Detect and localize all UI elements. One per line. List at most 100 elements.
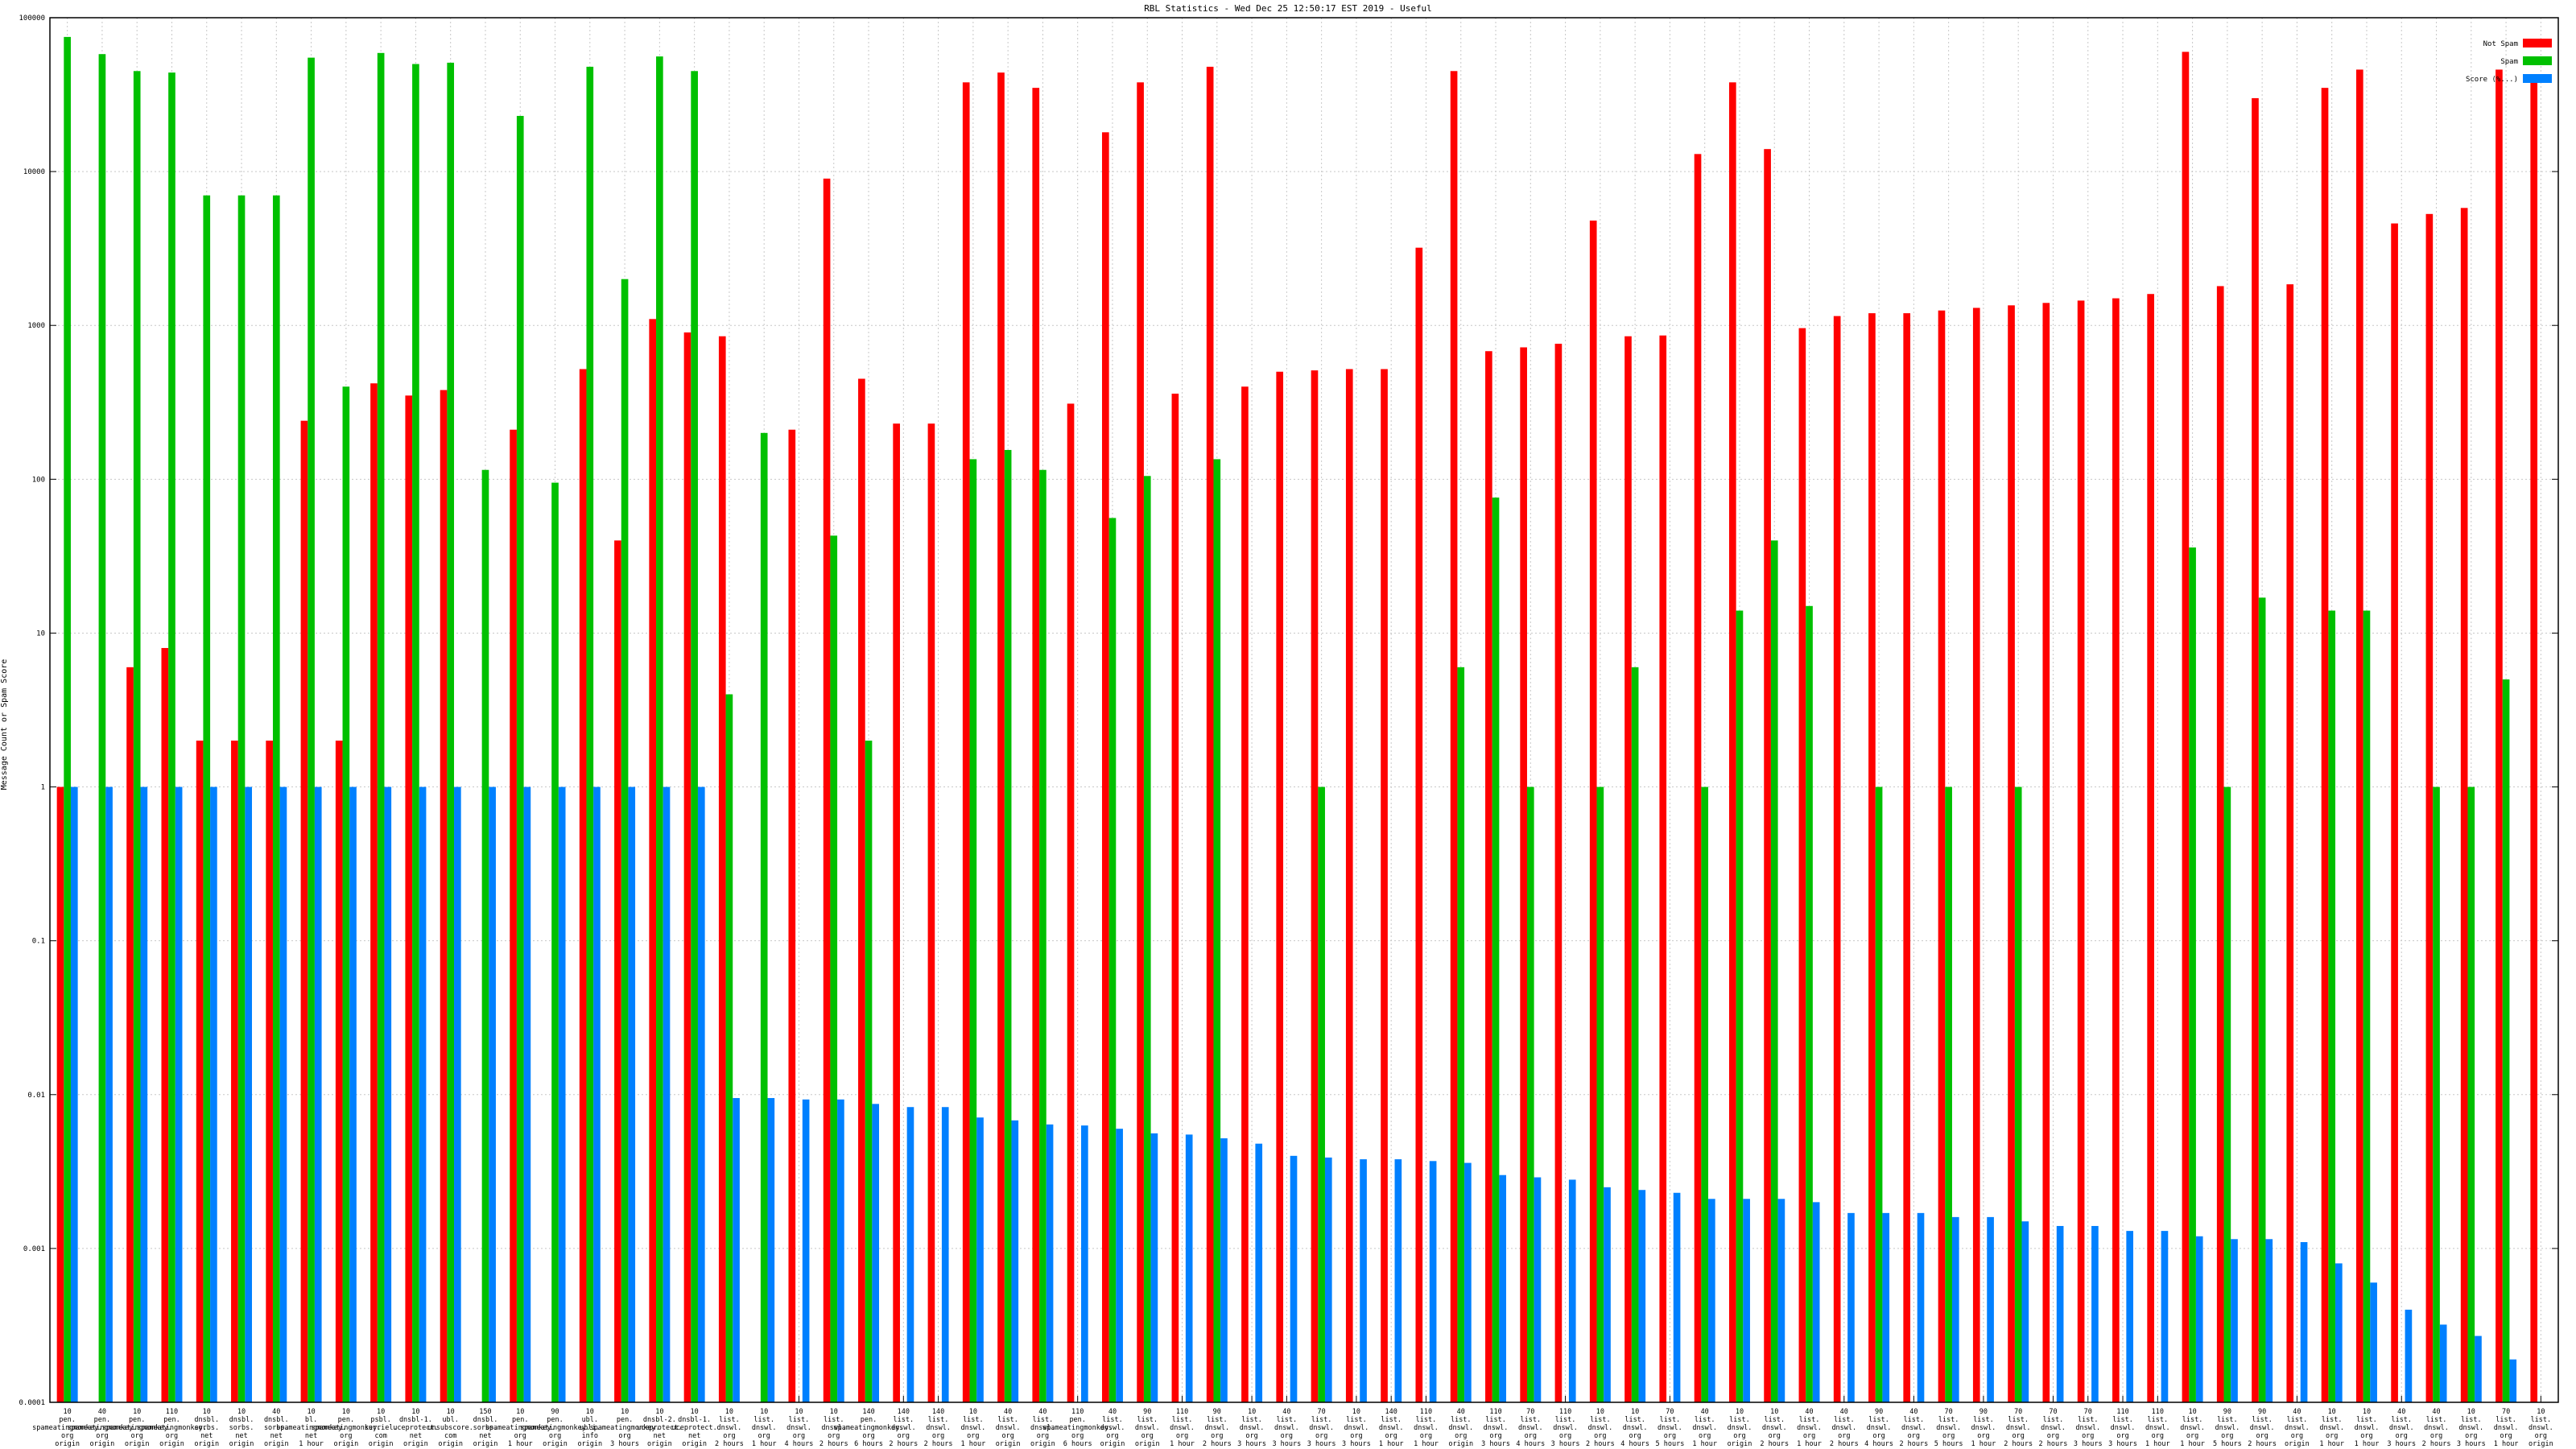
bar (1381, 369, 1388, 1403)
bar (2496, 69, 2503, 1403)
x-tick-label-line: origin (2529, 1440, 2553, 1448)
bar (481, 469, 489, 1402)
x-tick-label-line: 1 hour (2355, 1440, 2380, 1448)
x-tick-label-line: org (1037, 1432, 1049, 1440)
bar (1743, 1199, 1750, 1402)
x-tick-label-line: spameatingmonkey. (137, 1424, 207, 1432)
bar (1457, 667, 1465, 1402)
x-tick-label: 40 dnsbl. sorbs. net origin (264, 1408, 289, 1448)
x-tick-label-line: dnswl. (2250, 1424, 2275, 1432)
x-tick-label-line: 3 hours (2108, 1440, 2137, 1448)
x-tick-label-line: 4 hours (785, 1440, 814, 1448)
x-tick-label-line: net (200, 1432, 213, 1440)
x-tick-label: 10 dnsbl-1. uceprotect. net origin (393, 1408, 438, 1448)
x-tick-label-line: list. (1172, 1416, 1193, 1424)
bar (510, 429, 517, 1402)
x-tick-label-line: net (654, 1432, 666, 1440)
x-tick-label-line: 10 (411, 1408, 419, 1416)
x-tick-label: 10 list. dnswl. org 1 hour (2319, 1408, 2344, 1448)
x-tick-label-line: bl. (305, 1416, 317, 1424)
x-tick-label-line: sorbs. (473, 1424, 498, 1432)
x-tick-label-line: psbl. (370, 1416, 391, 1424)
bar (2363, 610, 2371, 1402)
bar (161, 647, 169, 1402)
bar (231, 741, 238, 1402)
bar (733, 1098, 740, 1402)
x-tick-label-line: 2 hours (819, 1440, 848, 1448)
x-tick-label: 110 list. dnswl. org 3 hours (1481, 1408, 1510, 1448)
x-tick-label-line: 90 (551, 1408, 559, 1416)
x-tick-label-line: org (2082, 1432, 2094, 1440)
x-tick-label-line: 70 (2084, 1408, 2092, 1416)
bar (683, 332, 691, 1402)
bar (2328, 610, 2336, 1402)
x-tick-label-line: dnsbl-2. (643, 1416, 676, 1424)
x-tick-label-line: org (340, 1432, 352, 1440)
x-tick-label-line: 40 (272, 1408, 280, 1416)
x-tick-label-line: 110 (1420, 1408, 1432, 1416)
bar (196, 741, 204, 1402)
bar (1638, 1190, 1646, 1402)
x-tick-label: 110 list. dnswl. org 3 hours (1551, 1408, 1580, 1448)
bar (1917, 1212, 1925, 1402)
bar (1833, 316, 1841, 1402)
x-tick-label-line: org (758, 1432, 770, 1440)
bar (1429, 1161, 1437, 1402)
x-tick-label-line: 90 (1979, 1408, 1988, 1416)
x-tick-label-line: list. (1033, 1416, 1054, 1424)
x-tick-label-line: org (932, 1432, 944, 1440)
x-tick-label-line: org (2152, 1432, 2164, 1440)
x-tick-label-line: org (1106, 1432, 1118, 1440)
x-tick-label-line: origin (1100, 1440, 1125, 1448)
x-tick-label: 10 list. dnswl. org 3 hours (1237, 1408, 1266, 1448)
x-tick-label: 110 list. dnswl. org 3 hours (2108, 1408, 2137, 1448)
x-tick-label-line: org (1699, 1432, 1711, 1440)
x-tick-label: 10 dnsbl-2. uceprotect. net origin (637, 1408, 682, 1448)
y-tick-label: 1 (41, 784, 45, 792)
x-tick-label-line: 4 hours (1620, 1440, 1649, 1448)
x-tick-label-line: list. (719, 1416, 740, 1424)
x-tick-label-line: 10 (760, 1408, 768, 1416)
x-tick-label-line: org (549, 1432, 561, 1440)
x-tick-label-line: org (61, 1432, 73, 1440)
bar (2161, 1231, 2169, 1402)
x-tick-label: 70 list. dnswl. org 2 hours (2039, 1408, 2068, 1448)
x-tick-label-line: com (374, 1432, 386, 1440)
x-tick-label-line: org (2291, 1432, 2303, 1440)
bar (56, 786, 64, 1402)
x-tick-label-line: org (1908, 1432, 1920, 1440)
x-tick-label-line: origin (159, 1440, 184, 1448)
x-tick-label-line: origin (369, 1440, 394, 1448)
x-tick-label-line: pen. (338, 1416, 354, 1424)
bar (1345, 369, 1353, 1403)
bar (98, 54, 106, 1402)
x-tick-label-line: 40 (2432, 1408, 2440, 1416)
y-axis-ticks: 0.0001 0.001 0.01 0.1 1 10 100 1000 10000 100000 (19, 14, 2558, 1407)
bar (266, 741, 273, 1402)
bar (691, 71, 698, 1403)
x-tick-label: 40 list. dnswl. org origin (1030, 1408, 1055, 1448)
x-tick-label-line: dnswl. (1518, 1424, 1543, 1432)
x-tick-label: 10 pen. spameatingmonkey. org 1 hour (485, 1408, 555, 1448)
bar (279, 786, 287, 1402)
bar (663, 786, 671, 1402)
x-tick-label-line: dnswl. (961, 1424, 986, 1432)
x-tick-label-line: 140 (898, 1408, 910, 1416)
x-tick-label-line: pen. (512, 1416, 528, 1424)
x-tick-label-line: list. (2391, 1416, 2412, 1424)
x-tick-label-line: org (1420, 1432, 1432, 1440)
x-tick-label-line: 90 (2258, 1408, 2266, 1416)
x-tick-label-line: 10 (133, 1408, 141, 1416)
x-tick-label-line: ubl. (582, 1416, 598, 1424)
x-tick-label: 90 list. dnswl. org 4 hours (1864, 1408, 1893, 1448)
x-tick-label-line: origin (229, 1440, 254, 1448)
x-tick-label: 10 list. dnswl. org 3 hours (1342, 1408, 1371, 1448)
x-tick-label-line: sorbs. (194, 1424, 219, 1432)
x-tick-label-line: net (410, 1432, 422, 1440)
x-tick-label-line: list. (1695, 1416, 1715, 1424)
bar (1450, 71, 1458, 1403)
x-tick-label-line: pen. (1069, 1416, 1085, 1424)
bar (1137, 82, 1144, 1403)
x-tick-label-line: org (1385, 1432, 1397, 1440)
x-tick-label-line: spameatingmonkey. (1042, 1424, 1113, 1432)
